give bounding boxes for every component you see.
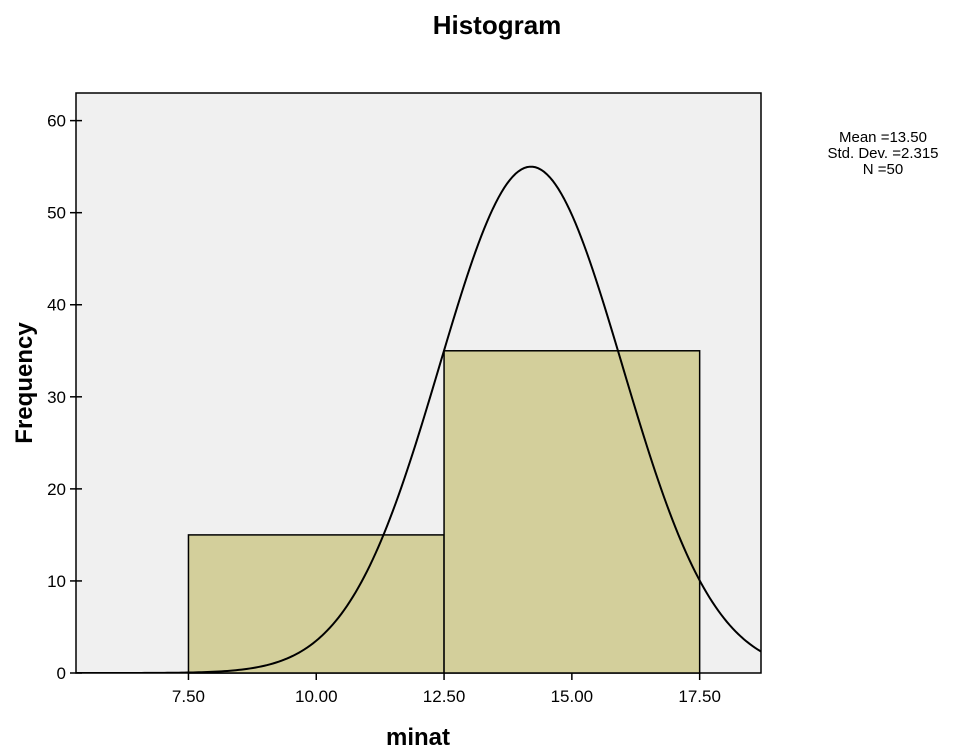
y-tick-label: 50 bbox=[47, 204, 66, 223]
x-tick-label: 10.00 bbox=[295, 687, 338, 706]
chart-title: Histogram bbox=[433, 10, 562, 40]
histogram-bar-1 bbox=[187, 534, 445, 674]
x-tick-label: 7.50 bbox=[172, 687, 205, 706]
x-tick-label: 17.50 bbox=[678, 687, 721, 706]
y-tick-label: 30 bbox=[47, 388, 66, 407]
y-tick-label: 40 bbox=[47, 296, 66, 315]
y-tick-label: 0 bbox=[57, 664, 66, 683]
y-tick-label: 60 bbox=[47, 112, 66, 131]
normal-curve bbox=[76, 165, 761, 673]
stats-line-1: Mean =13.50 bbox=[839, 129, 927, 146]
x-tick-label: 15.00 bbox=[551, 687, 594, 706]
y-tick-label: 10 bbox=[47, 572, 66, 591]
stats-line-2: Std. Dev. =2.315 bbox=[827, 145, 938, 162]
x-tick-label: 12.50 bbox=[423, 687, 466, 706]
histogram-bar-2 bbox=[443, 350, 701, 674]
x-axis-label: minat bbox=[386, 724, 450, 749]
y-axis-label: Frequency bbox=[11, 322, 38, 444]
stats-line-3: N =50 bbox=[863, 161, 903, 178]
y-tick-label: 20 bbox=[47, 480, 66, 499]
